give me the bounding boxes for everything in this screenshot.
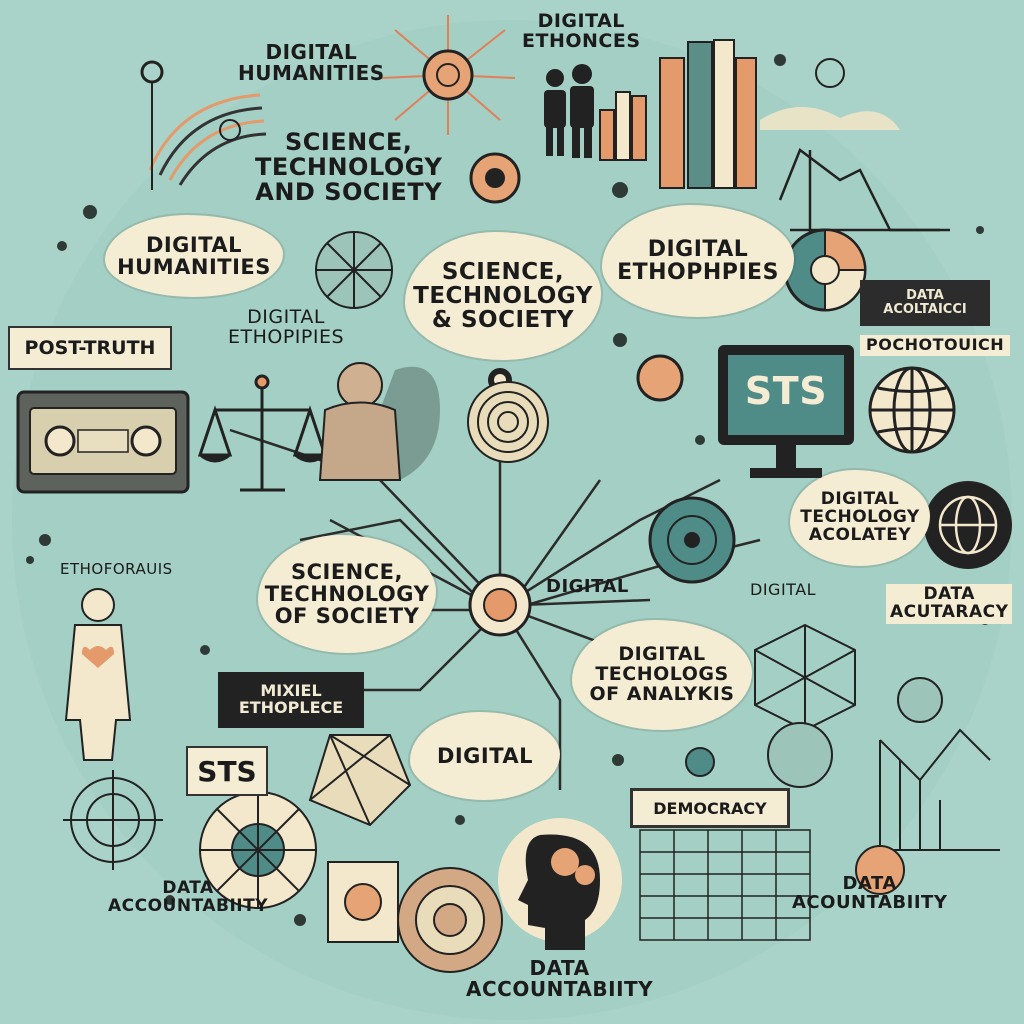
crosshair-target-icon: [63, 770, 163, 870]
rainbow-arcs-icon: [148, 93, 267, 186]
human-figure-icon: [64, 588, 132, 761]
bubble-digital-techologs: DIGITAL TECHOLOGS OF ANALYKIS: [572, 620, 752, 730]
spiral-target-icon: [467, 381, 549, 463]
label-data-acutaracy: DATA ACUTARACY: [886, 584, 1013, 624]
label-democracy: DEMOCRACY: [630, 788, 790, 828]
cassette-icon: [16, 390, 190, 494]
globe-icon: [868, 366, 956, 454]
bar-chart-icon: [599, 39, 757, 189]
compass-rose-icon: [315, 231, 393, 309]
label-digital-acfardrac: DIGITAL: [750, 580, 817, 599]
web-diagram-icon: [308, 734, 412, 827]
bubble-digital-techology: DIGITAL TECHOLOGY ACOLATEY: [790, 470, 930, 566]
label-ethoforauis: ETHOFORAUIS: [60, 560, 173, 578]
bubble-digital-humanities: DIGITAL HUMANITIES: [105, 215, 283, 297]
globe-icon-dark: [924, 481, 1012, 569]
tag-mixiel-ethoplece: MIXIEL ETHOPLECE: [218, 672, 364, 728]
label-data-accountabiity-bottom: DATA ACCOUNTABIITY: [466, 956, 654, 1001]
label-sts-top-left: SCIENCE, TECHNOLOGY AND SOCIETY: [255, 128, 443, 207]
label-digital-ethopiies: DIGITAL ETHOPIPIES: [228, 306, 345, 348]
label-digital-small: DIGITAL: [546, 576, 629, 597]
pie-chart-icon: [783, 228, 867, 312]
label-pochotouich: POCHOTOUICH: [860, 335, 1011, 356]
label-data-accountabiity-left: DATA ACCOUNTABIITY: [108, 878, 269, 916]
thinking-person-icon: [318, 362, 440, 481]
bubble-digital-ethophiies: DIGITAL ETHOPHPIES: [602, 205, 794, 317]
bubble-sts-center: SCIENCE, TECHNOLOGY & SOCIETY: [405, 232, 601, 360]
grid-chart-icon: [639, 829, 811, 941]
growth-chart-icon: [870, 728, 1000, 851]
radar-target-icon: [648, 496, 736, 584]
tag-data-acoltaicci: DATA ACOLTAICCI: [860, 280, 990, 326]
label-post-truth: POST-TRUTH: [8, 326, 172, 370]
people-icon: [544, 64, 594, 158]
label-digital-ethonces: DIGITAL ETHONCES: [522, 10, 641, 52]
label-sts-box: STS: [186, 746, 268, 796]
label-digital-humanities-top: DIGITAL HUMANITIES: [238, 40, 385, 85]
bubble-digital-bottom: DIGITAL: [410, 712, 560, 800]
label-data-acountabiity-right: DATA ACOUNTABIITY: [792, 873, 948, 913]
monitor-sts-text: STS: [744, 369, 828, 413]
mandala-icon: [397, 867, 503, 973]
bubble-sts-lower-left: SCIENCE, TECHNOLOGY OF SOCIETY: [258, 535, 436, 653]
sun-wheel-icon: [199, 791, 317, 909]
flower-frame-icon: [327, 861, 399, 943]
brain-head-icon: [498, 818, 622, 950]
monitor-icon: [718, 345, 854, 478]
